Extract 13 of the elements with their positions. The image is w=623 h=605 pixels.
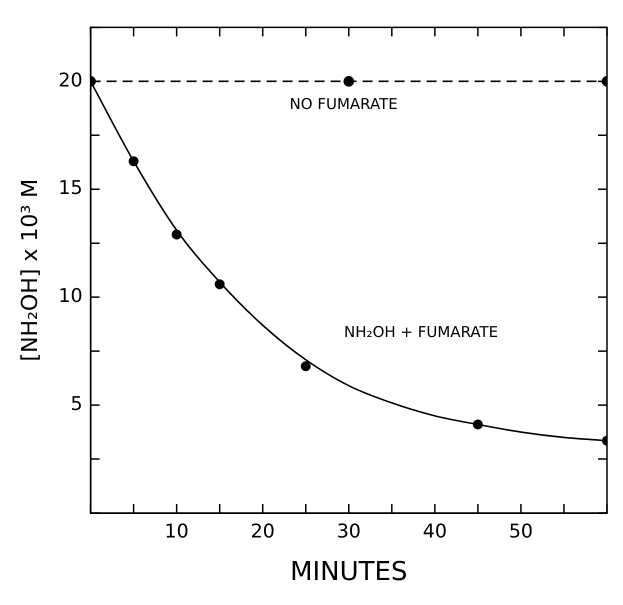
annotation: NO FUMARATE xyxy=(290,94,398,113)
annotation: NH₂OH + FUMARATE xyxy=(344,323,498,342)
x-axis-title: MINUTES xyxy=(290,557,408,588)
y-tick-label: 20 xyxy=(58,69,83,92)
y-tick-label: 15 xyxy=(58,177,83,200)
y-axis-title: [NH₂OH] x 10³ M xyxy=(18,178,43,362)
x-tick-label: 40 xyxy=(422,520,447,542)
x-tick-label: 20 xyxy=(250,520,275,542)
x-tick-label: 30 xyxy=(336,520,361,542)
y-tick-label: 5 xyxy=(70,393,83,416)
x-tick-label: 50 xyxy=(508,520,534,542)
y-tick-label: 10 xyxy=(58,285,83,308)
x-tick-label: 10 xyxy=(164,520,189,542)
